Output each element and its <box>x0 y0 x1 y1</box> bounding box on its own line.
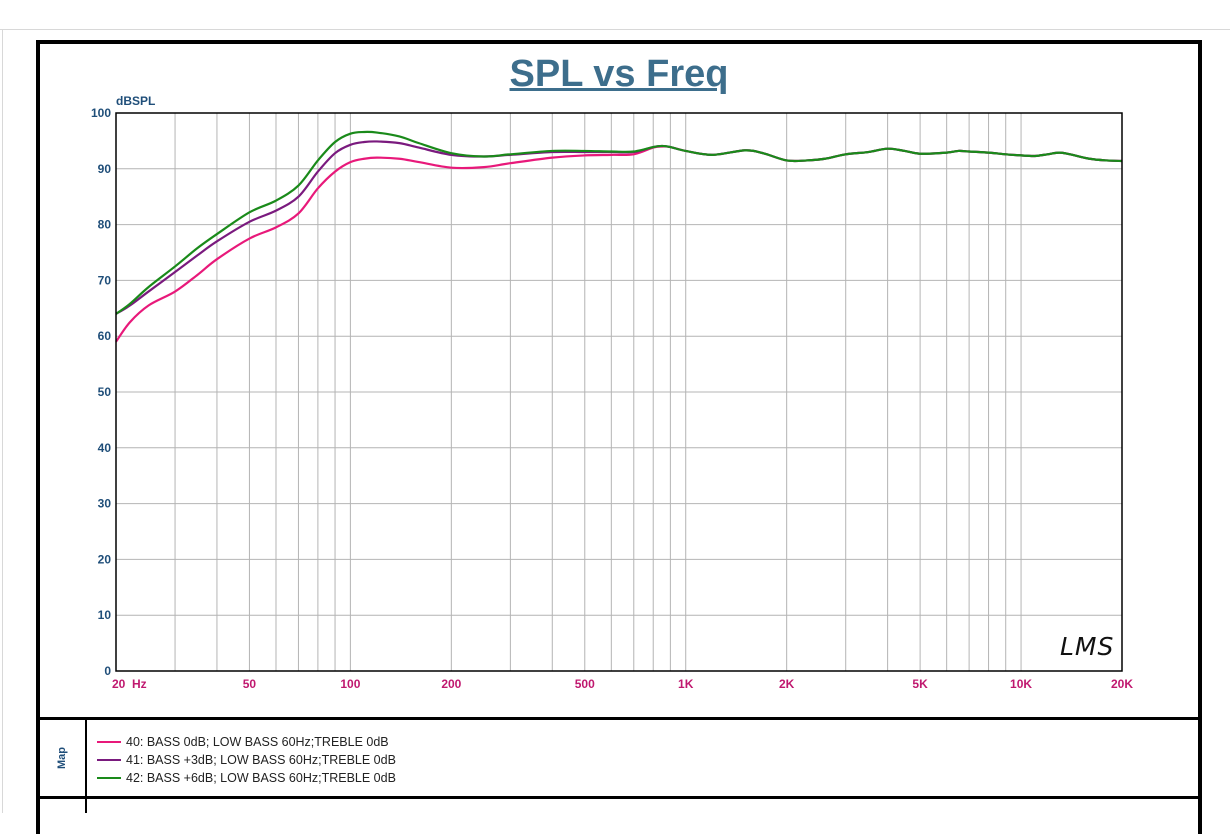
y-tick-label: 30 <box>98 497 112 511</box>
map-column-separator <box>85 720 87 813</box>
y-tick-label: 90 <box>98 162 112 176</box>
chart-grid <box>116 113 1122 671</box>
legend-top-separator <box>36 717 1202 720</box>
legend: 40: BASS 0dB; LOW BASS 60Hz;TREBLE 0dB 4… <box>97 733 396 787</box>
legend-swatch-40 <box>97 741 121 743</box>
x-tick-label: 100 <box>340 677 360 691</box>
legend-item: 42: BASS +6dB; LOW BASS 60Hz;TREBLE 0dB <box>97 769 396 787</box>
x-tick-label: 20K <box>1111 677 1133 691</box>
legend-swatch-41 <box>97 759 121 761</box>
legend-swatch-42 <box>97 777 121 779</box>
legend-item: 40: BASS 0dB; LOW BASS 60Hz;TREBLE 0dB <box>97 733 396 751</box>
spl-chart: 0 10 20 30 40 50 60 70 80 90 100 20 Hz 50 100 200 500 1… <box>91 94 1133 691</box>
legend-label: 42: BASS +6dB; LOW BASS 60Hz;TREBLE 0dB <box>126 771 396 785</box>
y-tick-label: 40 <box>98 441 112 455</box>
y-tick-label: 80 <box>98 218 112 232</box>
page-top-border <box>0 29 1230 30</box>
legend-item: 41: BASS +3dB; LOW BASS 60Hz;TREBLE 0dB <box>97 751 396 769</box>
x-axis-tick-labels: 20 Hz 50 100 200 500 1K 2K 5K 10K 20K <box>112 677 1133 691</box>
x-tick-label: 1K <box>678 677 694 691</box>
x-tick-label: 2K <box>779 677 795 691</box>
y-tick-label: 70 <box>98 273 112 287</box>
x-tick-label: 500 <box>575 677 595 691</box>
y-tick-label: 0 <box>104 664 111 678</box>
series-line-41 <box>115 140 1123 315</box>
chart-frame <box>36 40 1202 834</box>
series-line-40 <box>115 145 1123 343</box>
x-tick-label: 200 <box>441 677 461 691</box>
plot-border <box>115 112 1123 672</box>
y-tick-label: 100 <box>91 106 111 120</box>
x-tick-label: 5K <box>912 677 928 691</box>
y-tick-label: 20 <box>98 552 112 566</box>
x-tick-label: 10K <box>1010 677 1032 691</box>
legend-label: 41: BASS +3dB; LOW BASS 60Hz;TREBLE 0dB <box>126 753 396 767</box>
legend-label: 40: BASS 0dB; LOW BASS 60Hz;TREBLE 0dB <box>126 735 389 749</box>
x-tick-label: 20 Hz <box>112 677 147 691</box>
y-axis-label: dBSPL <box>116 94 155 108</box>
y-tick-label: 10 <box>98 608 112 622</box>
legend-bottom-separator <box>36 796 1202 799</box>
chart-title: SPL vs Freq <box>509 53 729 95</box>
series-lines <box>115 130 1123 343</box>
y-axis-tick-labels: 0 10 20 30 40 50 60 70 80 90 100 <box>91 106 111 678</box>
y-tick-label: 50 <box>98 385 112 399</box>
series-line-42 <box>115 130 1123 315</box>
y-tick-label: 60 <box>98 329 112 343</box>
page-left-border <box>2 29 3 813</box>
x-tick-label: 50 <box>243 677 257 691</box>
lms-signature: LMS <box>1060 632 1115 661</box>
map-label: Map <box>56 747 68 769</box>
